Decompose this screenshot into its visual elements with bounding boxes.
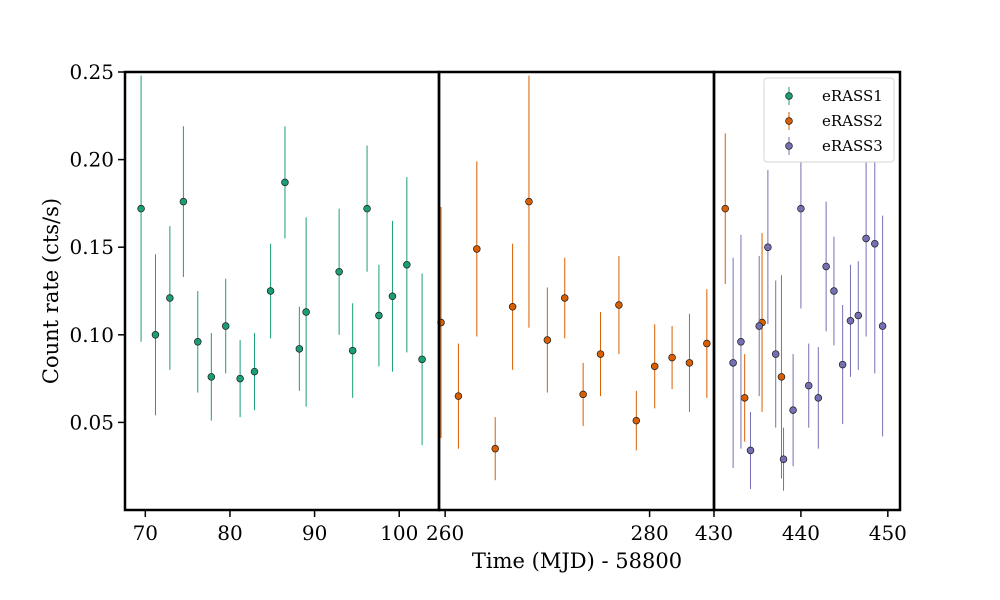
y-tick-label: 0.10 [69, 323, 114, 347]
legend-marker [785, 142, 793, 150]
panel-2: 260 280 [426, 510, 669, 545]
data-point [207, 373, 216, 381]
data-point [721, 204, 729, 213]
legend-label: eRASS3 [822, 137, 883, 155]
legend-label: eRASS1 [822, 87, 883, 105]
x-tick-label: 280 [631, 521, 669, 545]
data-point [789, 406, 797, 414]
panels-layer: 70 80 90 100 260 280 430 440 450 0.05 0.10 0.15 0.20… [69, 60, 906, 545]
series-eRASS3 [729, 108, 887, 491]
data-point [579, 390, 587, 399]
data-point [615, 301, 623, 309]
data-point [473, 245, 481, 253]
panel-3: 430 440 450 [695, 510, 907, 545]
data-point [166, 294, 174, 302]
data-point [746, 446, 755, 455]
data-point [777, 373, 786, 381]
data-point [491, 444, 499, 453]
y-axis-label: Count rate (cts/s) [39, 198, 63, 384]
data-point [266, 287, 275, 295]
data-point [302, 308, 310, 316]
legend-label: eRASS2 [822, 112, 883, 130]
data-point [525, 197, 533, 206]
points-layer [137, 75, 887, 491]
legend-marker [785, 117, 793, 125]
x-tick-label: 440 [782, 521, 820, 545]
data-point [854, 311, 863, 320]
legend-frame [763, 77, 895, 163]
data-point [814, 394, 823, 402]
panel-1: 70 80 90 100 [133, 510, 418, 545]
y-tick-label: 0.20 [69, 148, 114, 172]
data-point [543, 336, 552, 344]
data-point [221, 322, 230, 330]
series-eRASS2 [437, 75, 786, 481]
x-axis-label: Time (MJD) - 58800 [472, 549, 682, 573]
x-tick-label: 450 [869, 521, 907, 545]
data-point [335, 267, 343, 276]
data-point [348, 346, 357, 355]
legend-item-eRASS2: eRASS2 [785, 112, 883, 130]
legend-items: eRASS1 eRASS2 eRASS3 [785, 87, 883, 155]
data-point [838, 360, 847, 369]
legend-marker [785, 92, 793, 100]
data-point [151, 331, 160, 339]
data-point [137, 204, 145, 213]
data-point [388, 292, 397, 301]
data-point [737, 338, 745, 346]
legend-item-eRASS3: eRASS3 [785, 137, 883, 155]
data-point [194, 338, 202, 346]
data-point [797, 204, 805, 213]
y-tick-label: 0.15 [69, 235, 114, 259]
frames-layer [123, 70, 902, 512]
series-eRASS1 [137, 75, 426, 446]
x-tick-label: 90 [302, 521, 327, 545]
data-point [755, 322, 763, 330]
panel-frame-2 [437, 70, 716, 512]
data-point [685, 359, 694, 367]
data-point [363, 204, 371, 213]
data-point [596, 350, 605, 358]
data-point [871, 239, 879, 248]
data-point [740, 394, 749, 402]
x-tick-label: 80 [217, 521, 242, 545]
data-point [862, 234, 870, 243]
data-point [703, 339, 711, 348]
x-tick-label: 100 [380, 521, 418, 545]
panel-frame-1 [123, 70, 441, 512]
data-point [281, 178, 289, 187]
legend: eRASS1 eRASS2 eRASS3 [763, 77, 895, 163]
data-point [846, 317, 855, 325]
y-tick-label: 0.05 [69, 410, 114, 434]
data-point [179, 197, 188, 206]
x-tick-label: 70 [133, 521, 158, 545]
data-point [454, 392, 463, 400]
data-point [764, 243, 772, 251]
data-point [650, 362, 659, 371]
y-axis: 0.05 0.10 0.15 0.20 0.25 [69, 60, 125, 434]
panel-frame-3 [712, 70, 902, 512]
data-point [804, 381, 813, 390]
data-point [771, 350, 780, 358]
y-tick-label: 0.25 [69, 60, 114, 84]
data-point [250, 367, 259, 376]
data-point [403, 260, 411, 269]
data-point [830, 287, 838, 295]
data-point [236, 374, 244, 383]
x-tick-label: 260 [426, 521, 464, 545]
data-point [729, 359, 737, 367]
data-point [560, 294, 569, 302]
data-point [418, 355, 426, 364]
data-point [779, 455, 788, 463]
data-point [508, 303, 517, 311]
legend-item-eRASS1: eRASS1 [785, 87, 883, 105]
data-point [632, 416, 641, 425]
x-tick-label: 430 [695, 521, 733, 545]
data-point [878, 322, 887, 330]
data-point [295, 345, 304, 353]
data-point [822, 262, 830, 271]
data-point [375, 311, 383, 320]
data-point [668, 353, 676, 362]
